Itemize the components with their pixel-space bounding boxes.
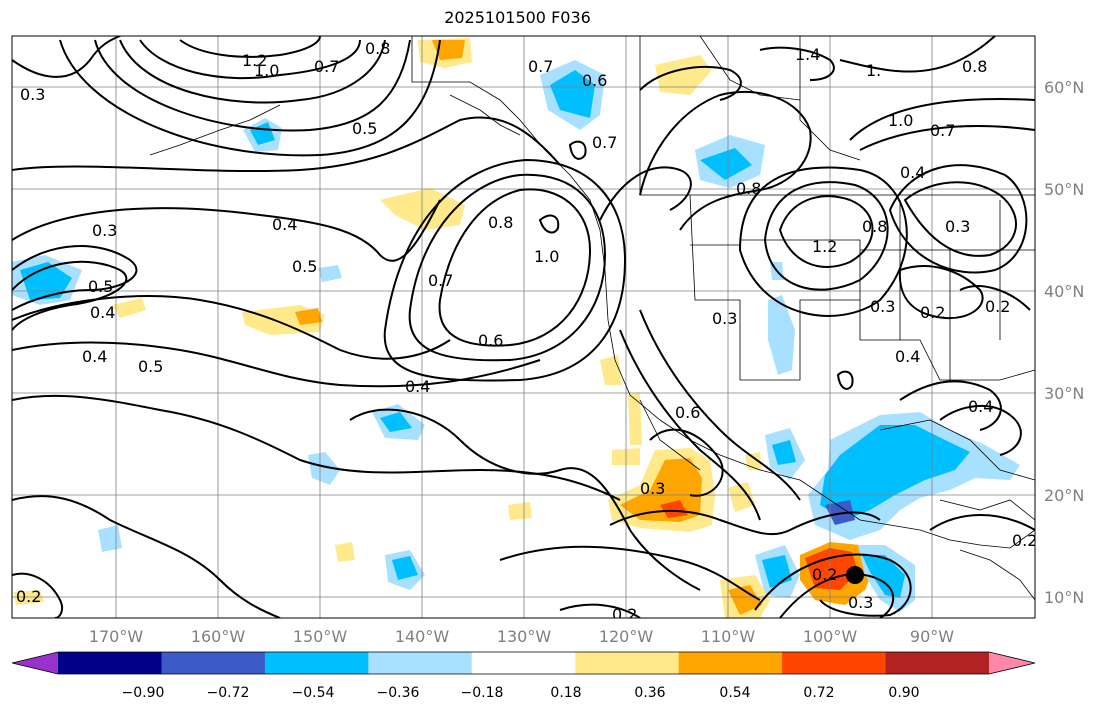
contour-label: 0.2 (16, 587, 41, 606)
colorbar-labels: −0.90 −0.72 −0.54 −0.36 −0.18 0.18 0.36 … (122, 685, 920, 701)
lon-label: 160°W (191, 627, 246, 646)
contour-label: 0.2 (1012, 531, 1037, 550)
contour-label: 0.6 (478, 331, 503, 350)
lat-label: 40°N (1044, 282, 1084, 301)
contour-label: 0.2 (812, 565, 837, 584)
storm-center-marker (846, 566, 864, 584)
contour-label: 0.8 (962, 57, 987, 76)
longitude-labels: 170°W 160°W 150°W 140°W 130°W 120°W 110°… (89, 627, 954, 646)
contour-label: 0.7 (428, 271, 453, 290)
colorbar-swatch (264, 652, 369, 674)
contour-label: 0.4 (968, 397, 993, 416)
lon-label: 130°W (497, 627, 552, 646)
lat-label: 20°N (1044, 486, 1084, 505)
lon-label: 170°W (89, 627, 144, 646)
contour-label: 0.4 (895, 347, 920, 366)
contour-label: 0.8 (736, 179, 761, 198)
contour-label: 0.5 (88, 277, 113, 296)
contour-lines (12, 36, 1035, 618)
colorbar-tick-label: 0.90 (888, 685, 919, 701)
contour-label: 0.3 (640, 479, 665, 498)
contour-label: 0.8 (365, 39, 390, 58)
lat-label: 50°N (1044, 180, 1084, 199)
contour-label: 0.5 (352, 119, 377, 138)
lon-label: 110°W (701, 627, 756, 646)
colorbar-swatch (58, 652, 162, 674)
contour-label: 0.5 (138, 357, 163, 376)
map-plot-area: 1.2 1.0 0.8 0.7 0.5 0.7 0.6 0.7 1.4 1. 0… (12, 36, 1037, 624)
lat-label: 10°N (1044, 588, 1084, 607)
lon-label: 100°W (803, 627, 858, 646)
map-title: 2025101500 F036 (444, 8, 591, 27)
colorbar-swatch (678, 652, 783, 674)
colorbar-outline (11, 651, 1036, 675)
contour-label: 0.2 (920, 303, 945, 322)
contour-label: 0.8 (488, 213, 513, 232)
contour-label-group: 1.2 1.0 0.8 0.7 0.5 0.7 0.6 0.7 1.4 1. 0… (16, 39, 1037, 624)
contour-label: 0.3 (848, 593, 873, 612)
lon-label: 120°W (599, 627, 654, 646)
contour-label: 0.4 (405, 377, 430, 396)
contour-label: 1.2 (812, 237, 837, 256)
shaded-anomalies (12, 38, 1020, 618)
contour-label: 1.0 (534, 247, 559, 266)
contour-label: 0.3 (92, 221, 117, 240)
contour-label: 1.0 (254, 61, 279, 80)
colorbar-swatch (885, 652, 990, 674)
colorbar-swatch (575, 652, 680, 674)
contour-label: 0.2 (612, 605, 637, 624)
contour-label: 0.3 (20, 85, 45, 104)
contour-label: 1.0 (888, 111, 913, 130)
contour-label: 0.4 (900, 163, 925, 182)
colorbar-tick-label: 0.18 (550, 685, 581, 701)
colorbar-swatch (782, 652, 887, 674)
colorbar-tick-label: −0.36 (377, 685, 420, 701)
contour-label: 0.6 (582, 71, 607, 90)
colorbar-tick-label: −0.90 (122, 685, 165, 701)
colorbar-swatch (368, 652, 473, 674)
colorbar-swatch (161, 652, 266, 674)
contour-label: 1. (866, 61, 881, 80)
contour-label: 0.3 (712, 309, 737, 328)
colorbar-tick-label: 0.54 (719, 685, 750, 701)
colorbar-tick-label: −0.18 (461, 685, 504, 701)
contour-label: 0.3 (870, 297, 895, 316)
contour-label: 0.4 (82, 347, 107, 366)
map-frame (11, 35, 1036, 619)
contour-label: 1.2 (242, 51, 267, 70)
contour-label: 0.4 (90, 303, 115, 322)
latitude-labels: 60°N 50°N 40°N 30°N 20°N 10°N (1044, 78, 1084, 607)
colorbar-extend-high (989, 652, 1035, 674)
colorbar-tick-label: 0.72 (803, 685, 834, 701)
lat-label: 60°N (1044, 78, 1084, 97)
contour-label: 0.7 (528, 57, 553, 76)
contour-label: 0.2 (985, 297, 1010, 316)
colorbar-extend-low (12, 652, 58, 674)
contour-label: 0.6 (675, 403, 700, 422)
contour-label: 0.7 (592, 133, 617, 152)
colorbar-tick-label: −0.72 (207, 685, 250, 701)
lat-label: 30°N (1044, 384, 1084, 403)
contour-label: 0.8 (862, 217, 887, 236)
colorbar-tick-label: 0.36 (634, 685, 665, 701)
lon-label: 90°W (910, 627, 954, 646)
contour-label: 1.4 (795, 45, 820, 64)
contour-label: 0.4 (272, 215, 297, 234)
colorbar-tick-label: −0.54 (292, 685, 335, 701)
colorbar (11, 651, 1036, 675)
contour-label: 0.7 (930, 121, 955, 140)
lon-label: 140°W (395, 627, 450, 646)
contour-label: 0.5 (292, 257, 317, 276)
contour-label: 0.7 (314, 57, 339, 76)
lon-label: 150°W (293, 627, 348, 646)
contour-label: 0.3 (945, 217, 970, 236)
colorbar-swatch (471, 652, 576, 674)
